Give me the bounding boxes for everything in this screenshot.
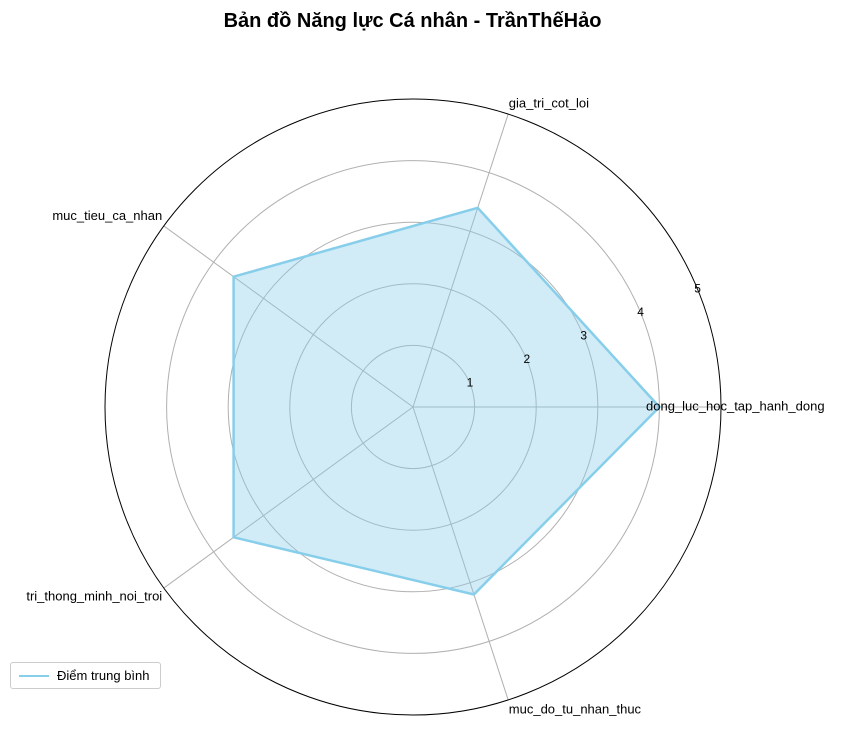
category-label-muc_do_tu_nhan_thuc: muc_do_tu_nhan_thuc xyxy=(509,701,642,716)
axis-spokes xyxy=(163,113,721,701)
category-labels: dong_luc_hoc_tap_hanh_dong gia_tri_cot_lo… xyxy=(26,96,824,717)
r-tick-label-5: 5 xyxy=(694,281,701,295)
outer-frame-circle xyxy=(104,98,722,716)
category-label-tri_thong_minh_noi_troi: tri_thong_minh_noi_troi xyxy=(26,589,162,604)
category-label-muc_tieu_ca_nhan: muc_tieu_ca_nhan xyxy=(52,208,162,223)
spoke-muc_tieu_ca_nhan xyxy=(163,225,414,408)
legend-line-swatch xyxy=(19,674,49,677)
r-tick-label-2: 2 xyxy=(523,352,530,366)
series-layer xyxy=(232,206,661,596)
chart-title: Bản đồ Năng lực Cá nhân - TrầnThếHảo xyxy=(223,10,602,32)
series-area-0 xyxy=(232,206,661,596)
radial-tick-labels: 1 2 3 4 5 xyxy=(467,281,702,389)
r-tick-label-1: 1 xyxy=(467,376,474,390)
category-label-gia_tri_cot_loi: gia_tri_cot_loi xyxy=(509,96,589,111)
legend-label: Điểm trung bình xyxy=(57,668,150,683)
legend: Điểm trung bình xyxy=(10,662,161,689)
spoke-muc_do_tu_nhan_thuc xyxy=(412,406,509,701)
spoke-tri_thong_minh_noi_troi xyxy=(163,406,414,589)
category-label-dong_luc_hoc_tap_hanh_dong: dong_luc_hoc_tap_hanh_dong xyxy=(646,398,825,413)
r-tick-label-3: 3 xyxy=(580,328,587,342)
r-tick-label-4: 4 xyxy=(637,305,644,319)
spoke-gia_tri_cot_loi xyxy=(412,113,509,408)
